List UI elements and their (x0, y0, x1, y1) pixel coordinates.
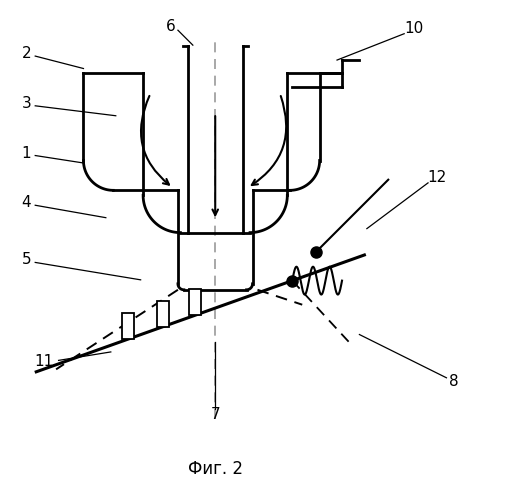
Text: 3: 3 (21, 96, 31, 111)
Bar (189, 290, 201, 315)
Text: 11: 11 (34, 354, 53, 370)
Text: 8: 8 (448, 374, 458, 390)
Text: 10: 10 (404, 21, 423, 36)
Text: 1: 1 (21, 146, 31, 160)
Text: 12: 12 (426, 170, 445, 186)
Text: 2: 2 (21, 46, 31, 61)
Text: 7: 7 (210, 406, 219, 422)
Bar (157, 301, 168, 326)
Text: 5: 5 (21, 252, 31, 268)
Text: 4: 4 (21, 196, 31, 210)
Text: Фиг. 2: Фиг. 2 (187, 460, 242, 478)
Text: 6: 6 (165, 18, 175, 34)
Bar (122, 313, 134, 339)
